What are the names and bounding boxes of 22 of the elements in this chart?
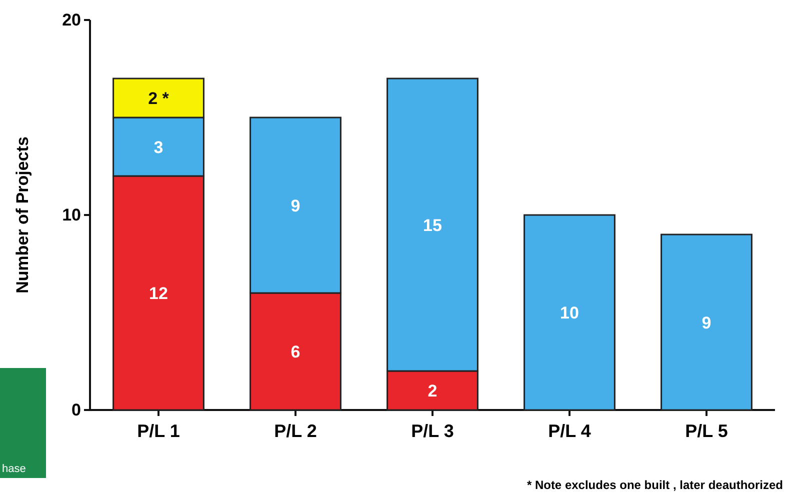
y-tick-label: 20 [62, 10, 81, 30]
data-label: 6 [290, 342, 300, 362]
data-label: 15 [423, 216, 442, 235]
data-label: 12 [149, 284, 168, 303]
text: * Note excludes one built , later deauthorized [526, 478, 783, 492]
x-tick-label: P/L 4 [548, 421, 591, 441]
data-label: 10 [560, 304, 579, 322]
text: hase [2, 463, 26, 475]
y-axis-title: Number of Projects [13, 136, 32, 294]
x-tick-label: P/L 1 [137, 421, 180, 441]
y-tick-label: 0 [72, 400, 81, 420]
data-label: 2 [428, 382, 438, 400]
data-label: 3 [154, 138, 164, 157]
x-tick-label: P/L 3 [411, 421, 454, 441]
data-label: 9 [702, 313, 712, 332]
bar [660, 234, 752, 411]
y-tick-label: 10 [62, 205, 81, 224]
data-label: 9 [290, 196, 300, 216]
bar [524, 214, 616, 411]
x-tick-label: P/L 2 [274, 421, 317, 441]
data-label: 2 * [148, 89, 170, 108]
x-tick-label: P/L 5 [685, 421, 728, 441]
